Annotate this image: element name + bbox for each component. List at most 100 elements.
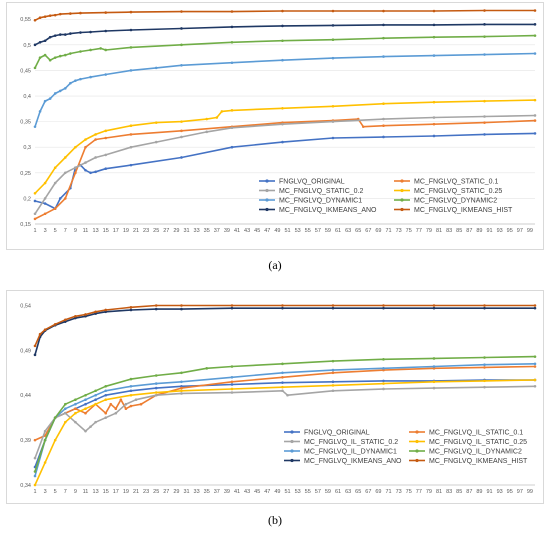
charta-series-line [34,9,535,22]
charta-x-tick-label: 27 [163,228,169,234]
charta-data-point [180,10,183,13]
charta-data-point [220,110,224,113]
chartb-data-point [94,393,97,397]
charta-data-point [483,121,486,124]
charta-data-point [533,114,537,117]
charta-x-tick-label: 43 [244,228,250,234]
charta-legend-marker [400,207,404,212]
charta-legend-marker [265,179,269,183]
chartb-data-point [483,306,486,310]
charta-data-point [33,199,37,203]
charta-data-point [48,58,52,62]
charta-x-tick-label: 93 [497,228,503,234]
charta-legend-label: MC_FNGLVQ_IKMEANS_ANO [279,207,377,214]
charta-data-point [361,125,365,129]
charta-data-point [281,140,284,144]
chartb-data-point [33,474,37,478]
charta-data-point [281,9,284,13]
chartb-data-point [104,389,108,393]
charta-x-tick-label: 75 [406,228,412,234]
charta-x-tick-label: 37 [214,228,220,234]
charta-data-point [69,52,72,55]
chartb-data-point [94,389,97,393]
chartb-data-point [331,368,335,372]
chartb-x-tick-label: 39 [224,489,230,495]
charta-x-tick-label: 39 [224,228,230,234]
chartb-x-tick-label: 51 [284,489,290,495]
chartb-data-point [483,304,486,307]
charta-data-point [533,52,537,55]
charta-data-point [331,120,335,123]
charta-data-point [69,12,72,15]
charta-legend-label: MC_FNGLVQ_DYNAMIC2 [414,198,497,205]
charta-series-line [34,34,536,69]
charta-x-tick-label: 81 [436,228,442,234]
chartb-data-point [382,306,385,310]
charta-data-point [53,34,57,37]
charta-data-point [43,202,47,205]
chartb-data-point [74,420,77,424]
charta-data-point [432,116,436,119]
charta-data-point [58,33,62,36]
charta-data-point [483,35,486,38]
chartb-data-point [74,316,77,320]
charta-data-point [84,161,87,164]
charta-data-point [94,133,97,136]
charta-data-point [230,40,234,44]
charta-data-point [281,39,284,43]
charta-legend-marker [400,198,404,202]
charta-data-point [154,121,158,124]
chartb-legend-label: MC_FNGLVQ_IL_DYNAMIC1 [304,449,397,456]
charta-legend-label: MC_FNGLVQ_DYNAMIC1 [279,198,362,205]
charta-data-point [43,197,47,200]
charta-legend-marker [400,188,404,193]
chartb-data-point [33,353,37,357]
chartb-data-point [74,314,77,318]
charta-data-point [43,99,47,103]
charta-data-point [180,129,183,133]
charta-data-point [129,163,133,167]
charta-data-point [33,191,37,195]
chartb-data-point [230,383,234,386]
chartb-data-point [64,402,67,406]
chartb-data-point [382,367,385,370]
chartb-data-point [84,313,87,316]
chartb-data-point [114,407,118,411]
charta-x-tick-label: 61 [335,228,341,234]
chartb-data-point [104,416,108,419]
chartb-data-point [154,304,158,307]
chartb-data-point [84,393,87,397]
charta-data-point [432,54,436,57]
chartb-data-point [382,358,385,361]
charta-data-point [33,125,37,129]
chartb-data-point [33,470,37,473]
chartb-x-tick-label: 15 [103,489,109,495]
charta-x-tick-label: 91 [486,228,492,234]
chart-a-svg: 0,150,20,250,30,350,40,450,50,551 3 5 7 9 11 1… [20,9,537,234]
chartb-data-point [281,306,284,310]
charta-data-point [38,40,42,44]
charta-x-tick-label: 45 [254,228,260,234]
charta-x-tick-label: 33 [194,228,200,234]
charta-data-point [382,55,385,58]
charta-x-tick-label: 47 [264,228,270,234]
chartb-data-point [533,378,537,382]
charta-data-point [33,18,37,22]
charta-data-point [382,9,385,13]
charta-data-point [53,92,57,95]
chartb-legend-label: MC_FNGLVQ_IKMEANS_HIST [429,458,528,465]
chartb-data-point [533,384,537,388]
charta-x-tick-label: 3 [44,228,47,234]
chartb-x-tick-label: 37 [214,489,220,495]
chartb-data-point [230,375,234,379]
charta-data-point [533,34,537,37]
charta-data-point [33,217,37,221]
chartb-x-tick-label: 61 [335,489,341,495]
charta-x-tick-label: 1 [33,228,36,234]
chartb-x-tick-label: 69 [375,489,381,495]
charta-data-point [33,212,37,216]
chartb-x-tick-label: 59 [325,489,331,495]
charta-x-tick-label: 13 [93,228,99,234]
chartb-legend-marker [290,439,294,444]
chartb-x-tick-label: 75 [406,489,412,495]
